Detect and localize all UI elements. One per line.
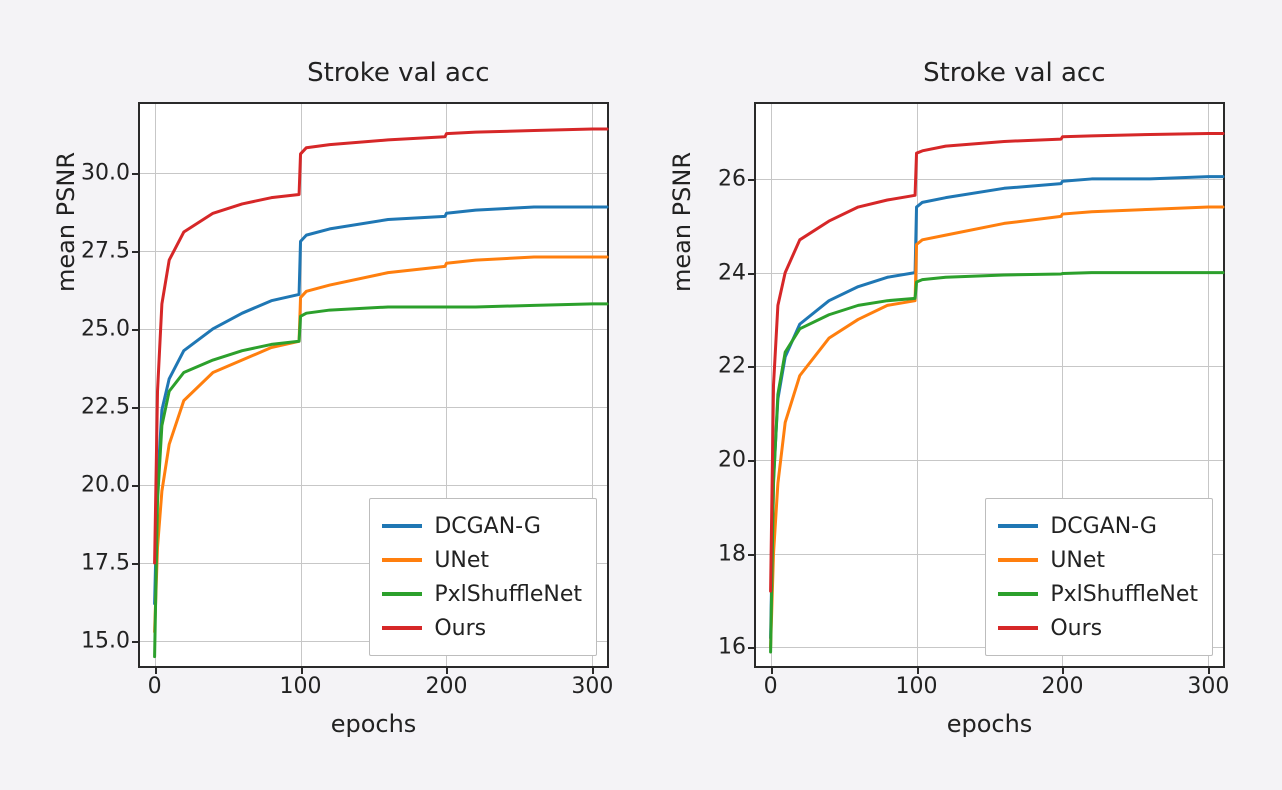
axes-watercolor: Stroke val acc (renderer: watercolor bru…: [0, 0, 641, 790]
legend-swatch: [382, 558, 422, 562]
tick-mark: [132, 329, 140, 331]
ytick-label: 27.5: [81, 238, 130, 263]
legend-item: PxlShuffleNet: [382, 577, 582, 611]
legend-label: PxlShuffleNet: [1050, 582, 1198, 607]
ytick-label: 18: [718, 541, 746, 566]
xtick-label: 200: [1041, 674, 1083, 699]
tick-mark: [1208, 666, 1210, 674]
legend-swatch: [998, 558, 1038, 562]
ytick-label: 17.5: [81, 550, 130, 575]
tick-mark: [301, 666, 303, 674]
tick-mark: [592, 666, 594, 674]
xtick-label: 300: [571, 674, 613, 699]
tick-mark: [748, 460, 756, 462]
xlabel: epochs: [138, 710, 609, 738]
tick-mark: [748, 273, 756, 275]
ytick-label: 24: [718, 260, 746, 285]
ytick-label: 20: [718, 447, 746, 472]
legend-label: Ours: [1050, 616, 1102, 641]
ytick-label: 25.0: [81, 316, 130, 341]
legend-item: Ours: [998, 611, 1198, 645]
legend-swatch: [382, 626, 422, 630]
xtick-label: 100: [280, 674, 322, 699]
legend-swatch: [998, 524, 1038, 528]
xtick-label: 200: [425, 674, 467, 699]
tick-mark: [446, 666, 448, 674]
title-line1: Stroke val acc: [307, 58, 489, 88]
tick-mark: [771, 666, 773, 674]
legend-item: PxlShuffleNet: [998, 577, 1198, 611]
axes-oilpaint: Stroke val acc (renderer: oilpaint brush…: [641, 0, 1282, 790]
legend-item: UNet: [382, 543, 582, 577]
legend-label: DCGAN-G: [1050, 514, 1157, 539]
ytick-label: 15.0: [81, 629, 130, 654]
tick-mark: [132, 173, 140, 175]
tick-mark: [1062, 666, 1064, 674]
legend-swatch: [998, 592, 1038, 596]
ytick-label: 20.0: [81, 472, 130, 497]
tick-mark: [132, 641, 140, 643]
legend: DCGAN-G UNet PxlShuffleNet Ours: [985, 498, 1213, 656]
tick-mark: [132, 407, 140, 409]
ytick-label: 22.5: [81, 394, 130, 419]
tick-mark: [132, 251, 140, 253]
legend-label: UNet: [1050, 548, 1105, 573]
legend-swatch: [382, 524, 422, 528]
legend-label: Ours: [434, 616, 486, 641]
tick-mark: [132, 563, 140, 565]
legend-label: UNet: [434, 548, 489, 573]
legend-label: DCGAN-G: [434, 514, 541, 539]
ytick-label: 16: [718, 635, 746, 660]
plot-area: DCGAN-GUNetPxlShuffleNetOurs 01002003001…: [138, 102, 609, 668]
ylabel: mean PSNR: [668, 0, 696, 505]
xtick-label: 300: [1187, 674, 1229, 699]
xtick-label: 100: [896, 674, 938, 699]
tick-mark: [917, 666, 919, 674]
xtick-label: 0: [764, 674, 778, 699]
ytick-label: 22: [718, 354, 746, 379]
legend-item: UNet: [998, 543, 1198, 577]
ylabel: mean PSNR: [52, 0, 80, 505]
legend-item: Ours: [382, 611, 582, 645]
tick-mark: [748, 554, 756, 556]
legend-label: PxlShuffleNet: [434, 582, 582, 607]
ytick-label: 26: [718, 166, 746, 191]
xtick-label: 0: [148, 674, 162, 699]
figure: Stroke val acc (renderer: watercolor bru…: [0, 0, 1282, 790]
legend-item: DCGAN-G: [382, 509, 582, 543]
tick-mark: [132, 485, 140, 487]
legend-item: DCGAN-G: [998, 509, 1198, 543]
title-line1: Stroke val acc: [923, 58, 1105, 88]
legend-swatch: [998, 626, 1038, 630]
xlabel: epochs: [754, 710, 1225, 738]
legend-swatch: [382, 592, 422, 596]
tick-mark: [748, 179, 756, 181]
ytick-label: 30.0: [81, 160, 130, 185]
plot-area: DCGAN-GUNetPxlShuffleNetOurs 01002003001…: [754, 102, 1225, 668]
tick-mark: [155, 666, 157, 674]
tick-mark: [748, 366, 756, 368]
legend: DCGAN-G UNet PxlShuffleNet Ours: [369, 498, 597, 656]
tick-mark: [748, 647, 756, 649]
